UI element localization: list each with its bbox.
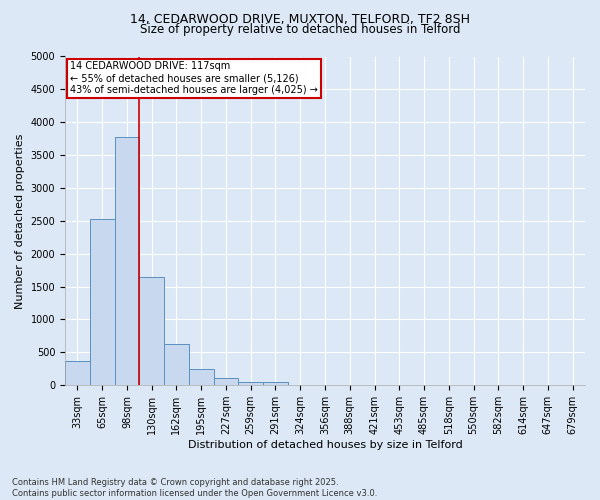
Bar	[90, 219, 115, 385]
Bar	[189, 369, 214, 385]
Text: 14 CEDARWOOD DRIVE: 117sqm
← 55% of detached houses are smaller (5,126)
43% of s: 14 CEDARWOOD DRIVE: 117sqm ← 55% of deta…	[70, 62, 318, 94]
Bar	[65, 360, 90, 385]
Bar	[139, 276, 164, 385]
Bar	[214, 378, 238, 385]
Bar	[238, 382, 263, 385]
X-axis label: Distribution of detached houses by size in Telford: Distribution of detached houses by size …	[188, 440, 463, 450]
Bar	[115, 137, 139, 385]
Bar	[263, 382, 288, 385]
Text: Size of property relative to detached houses in Telford: Size of property relative to detached ho…	[140, 22, 460, 36]
Text: 14, CEDARWOOD DRIVE, MUXTON, TELFORD, TF2 8SH: 14, CEDARWOOD DRIVE, MUXTON, TELFORD, TF…	[130, 12, 470, 26]
Text: Contains HM Land Registry data © Crown copyright and database right 2025.
Contai: Contains HM Land Registry data © Crown c…	[12, 478, 377, 498]
Bar	[164, 344, 189, 385]
Y-axis label: Number of detached properties: Number of detached properties	[15, 133, 25, 308]
